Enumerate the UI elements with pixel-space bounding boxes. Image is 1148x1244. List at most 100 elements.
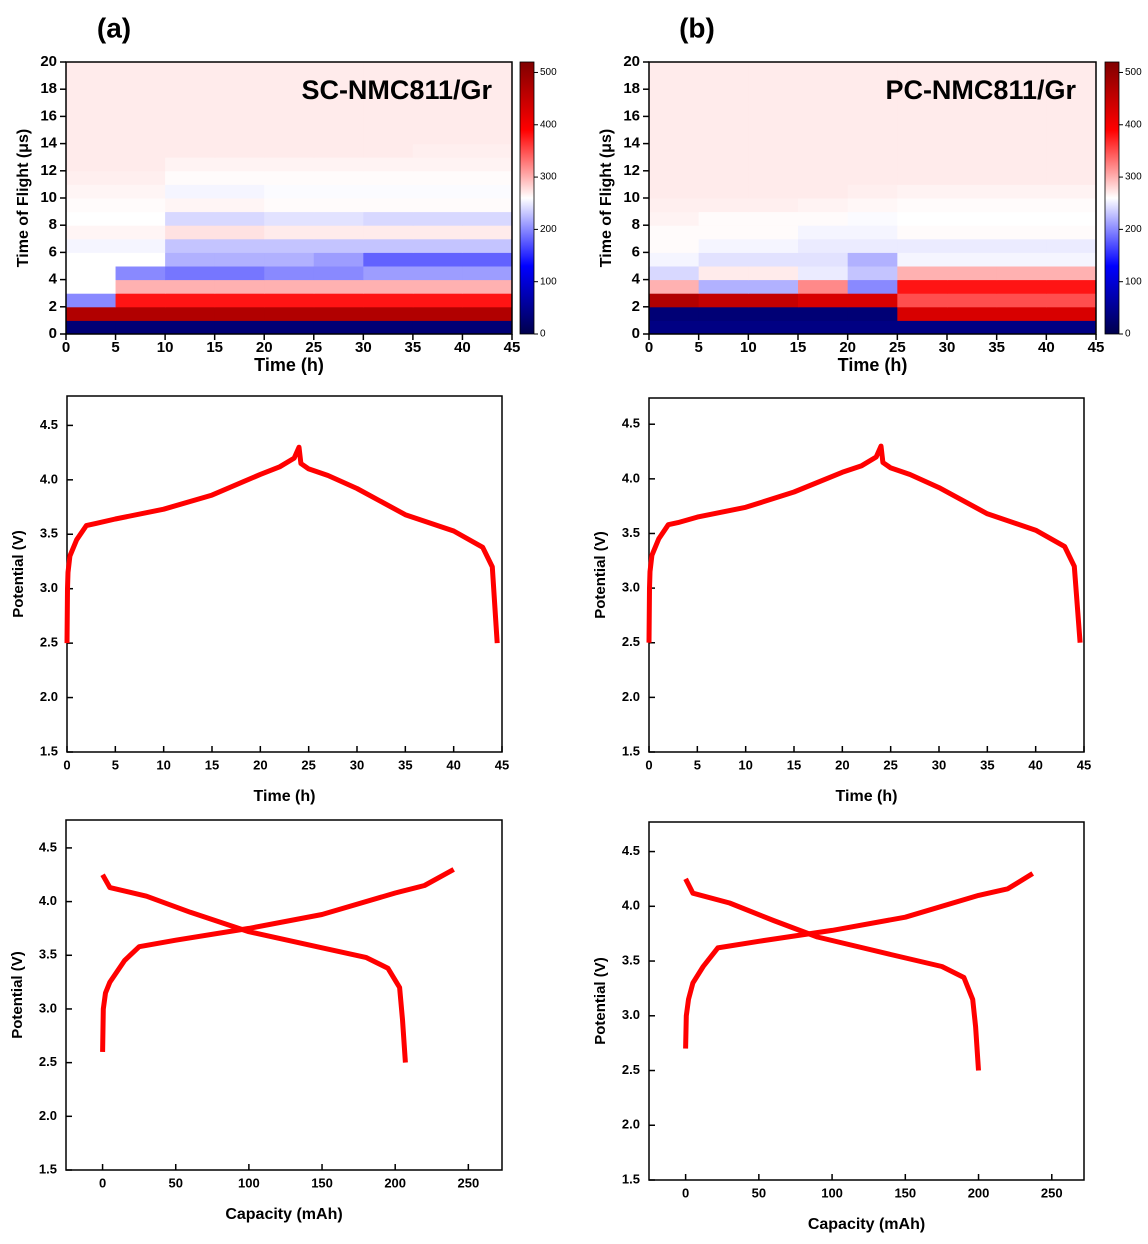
heat-cell bbox=[313, 320, 364, 335]
heat-cell bbox=[748, 225, 799, 240]
y-tick-label: 10 bbox=[40, 189, 57, 206]
heat-cell bbox=[214, 198, 265, 213]
x-tick-label: 200 bbox=[968, 1185, 990, 1200]
heat-cell bbox=[649, 89, 700, 104]
y-tick-label: 3.5 bbox=[622, 525, 640, 540]
heat-cell bbox=[947, 143, 998, 158]
heat-cell bbox=[66, 225, 117, 240]
heat-cell bbox=[847, 266, 898, 281]
y-tick-label: 4.0 bbox=[39, 893, 57, 908]
heat-cell bbox=[996, 102, 1047, 117]
heat-cell bbox=[649, 266, 700, 281]
x-tick-label: 0 bbox=[645, 339, 653, 356]
heat-cell bbox=[947, 102, 998, 117]
y-tick-label: 8 bbox=[632, 216, 640, 233]
heat-cell bbox=[412, 306, 463, 321]
colorbar-tick-label: 200 bbox=[1125, 224, 1142, 235]
heat-cell bbox=[649, 62, 700, 77]
heat-cell bbox=[996, 157, 1047, 172]
heat-cell bbox=[363, 62, 414, 77]
x-tick-label: 10 bbox=[738, 757, 752, 772]
x-tick-label: 45 bbox=[1077, 757, 1091, 772]
heat-cell bbox=[847, 306, 898, 321]
heat-cell bbox=[412, 102, 463, 117]
heat-cell bbox=[264, 130, 315, 145]
heat-cell bbox=[847, 116, 898, 131]
heat-cell bbox=[214, 225, 265, 240]
heat-cell bbox=[412, 266, 463, 281]
heat-cell bbox=[798, 170, 849, 185]
y-tick-label: 4.5 bbox=[40, 417, 58, 432]
x-tick-label: 150 bbox=[311, 1175, 333, 1190]
heat-cell bbox=[996, 252, 1047, 267]
heat-cell bbox=[847, 279, 898, 294]
heat-cell bbox=[165, 320, 216, 335]
heat-cell bbox=[698, 143, 749, 158]
heat-cell bbox=[798, 102, 849, 117]
y-tick-label: 4.0 bbox=[622, 470, 640, 485]
heat-cell bbox=[649, 225, 700, 240]
heat-cell bbox=[66, 198, 117, 213]
heat-cell bbox=[363, 252, 414, 267]
heat-cell bbox=[798, 306, 849, 321]
y-tick-label: 0 bbox=[49, 325, 57, 342]
x-tick-label: 45 bbox=[504, 339, 521, 356]
heat-cell bbox=[363, 225, 414, 240]
heat-cell bbox=[165, 170, 216, 185]
heat-cell bbox=[313, 157, 364, 172]
x-tick-label: 10 bbox=[740, 339, 757, 356]
colorbar-tick-label: 400 bbox=[1125, 119, 1142, 130]
heat-cell bbox=[748, 116, 799, 131]
y-tick-label: 14 bbox=[623, 135, 640, 152]
x-tick-label: 35 bbox=[405, 339, 422, 356]
heat-cell bbox=[996, 62, 1047, 77]
heat-cell bbox=[897, 184, 948, 199]
heat-cell bbox=[363, 184, 414, 199]
heat-cell bbox=[897, 143, 948, 158]
heat-cell bbox=[363, 75, 414, 90]
heat-cell bbox=[462, 293, 513, 308]
y-tick-label: 1.5 bbox=[39, 1161, 57, 1176]
heat-cell bbox=[264, 102, 315, 117]
heat-cell bbox=[748, 143, 799, 158]
heat-cell bbox=[115, 238, 166, 253]
heat-cell bbox=[1046, 102, 1097, 117]
heat-cell bbox=[462, 116, 513, 131]
heat-cell bbox=[313, 279, 364, 294]
x-tick-label: 5 bbox=[694, 339, 702, 356]
x-tick-label: 25 bbox=[889, 339, 906, 356]
heat-cell bbox=[748, 89, 799, 104]
annotation: SC-NMC811/Gr bbox=[301, 75, 492, 105]
heat-cell bbox=[412, 293, 463, 308]
heat-cell bbox=[698, 157, 749, 172]
heat-cell bbox=[115, 211, 166, 226]
y-tick-label: 16 bbox=[623, 107, 640, 124]
heat-cell bbox=[748, 184, 799, 199]
heat-cell bbox=[996, 306, 1047, 321]
heat-cell bbox=[313, 62, 364, 77]
heat-cell bbox=[462, 320, 513, 335]
x-tick-label: 0 bbox=[62, 339, 70, 356]
heat-cell bbox=[1046, 143, 1097, 158]
x-tick-label: 50 bbox=[168, 1175, 182, 1190]
heat-cell bbox=[165, 75, 216, 90]
heat-cell bbox=[214, 143, 265, 158]
heat-cell bbox=[947, 62, 998, 77]
y-tick-label: 16 bbox=[40, 107, 57, 124]
y-tick-label: 2.0 bbox=[40, 689, 58, 704]
heat-cell bbox=[698, 266, 749, 281]
heat-cell bbox=[264, 75, 315, 90]
heat-cell bbox=[947, 184, 998, 199]
y-tick-label: 12 bbox=[40, 162, 57, 179]
heat-cell bbox=[1046, 238, 1097, 253]
plot-frame bbox=[648, 61, 1097, 335]
heat-cell bbox=[698, 130, 749, 145]
heat-cell bbox=[798, 75, 849, 90]
heat-cell bbox=[1046, 279, 1097, 294]
heat-cell bbox=[947, 211, 998, 226]
heat-cell bbox=[313, 143, 364, 158]
colorbar-tick-label: 300 bbox=[540, 172, 557, 183]
heat-cell bbox=[748, 102, 799, 117]
heat-cell bbox=[462, 102, 513, 117]
heat-cell bbox=[115, 320, 166, 335]
